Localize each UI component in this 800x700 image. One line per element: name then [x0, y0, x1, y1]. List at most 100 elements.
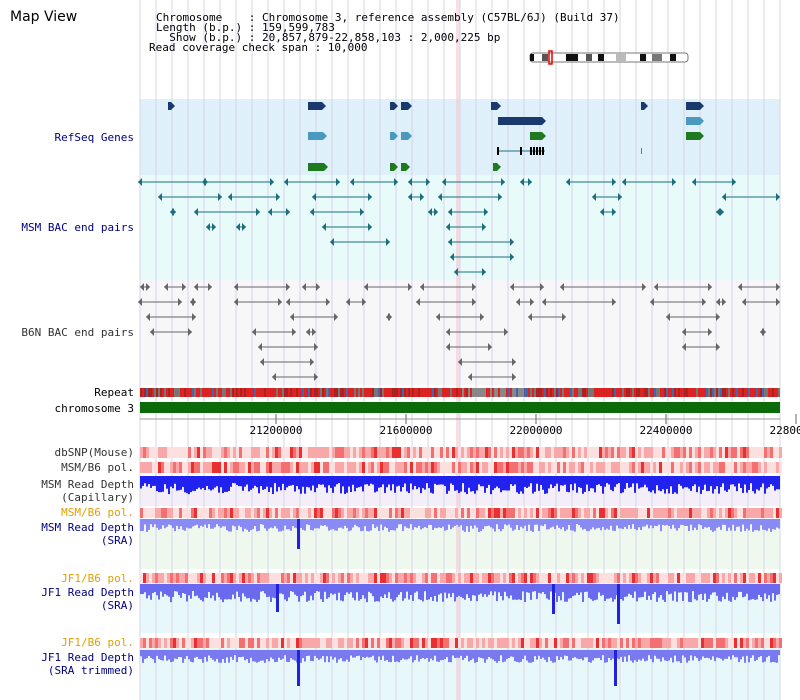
dbsnp-cell: [635, 447, 638, 458]
dbsnp-cell: [440, 447, 443, 458]
msm-sra-depth: [662, 519, 664, 525]
end-marker: [540, 283, 544, 291]
jf1-pol2-cell: [362, 638, 365, 648]
msm-cap-depth: [706, 476, 708, 492]
jf1-sra-depth: [636, 584, 638, 602]
jf1-sra-depth: [562, 584, 564, 593]
jf1-sra-depth: [268, 584, 270, 597]
jf1-sra-depth: [724, 584, 726, 600]
repeat-element: [482, 388, 484, 397]
msm-sra-depth: [230, 519, 232, 532]
jf1-trim-depth: [572, 650, 574, 658]
dbsnp-cell: [260, 447, 263, 458]
jf1-sra-depth: [628, 584, 630, 594]
jf1-pol-cell: [623, 573, 626, 583]
msm-pol-cell: [431, 462, 434, 473]
jf1-sra-depth: [694, 584, 696, 600]
track-label-jf1-pol-2[interactable]: JF1/B6 pol.: [61, 636, 134, 649]
gene-block: [168, 102, 171, 110]
jf1-trim-depth: [420, 650, 422, 659]
msm-pol-cell: [236, 462, 239, 473]
repeat-element: [272, 388, 274, 397]
track-label-refseq[interactable]: RefSeq Genes: [54, 131, 134, 144]
jf1-trim-depth: [186, 650, 188, 657]
msm-cap-depth: [652, 476, 654, 491]
msm-sra-depth: [390, 519, 392, 531]
jf1-trim-depth: [498, 650, 500, 662]
msm-sra-depth: [658, 519, 660, 525]
jf1-pol-cell: [404, 573, 407, 583]
jf1-pol2-cell: [659, 638, 662, 648]
repeat-element: [406, 388, 408, 397]
msm-cap-depth: [484, 476, 486, 493]
repeat-element: [734, 388, 736, 397]
track-label-msm-pol-2[interactable]: MSM/B6 pol.: [61, 506, 134, 519]
ideogram-band: [652, 54, 662, 61]
jf1-trim-depth: [434, 650, 436, 656]
msm-sra-depth: [256, 519, 258, 532]
repeat-element: [472, 388, 474, 397]
dbsnp-cell: [542, 447, 545, 458]
msm-sra-depth: [594, 519, 596, 530]
track-label-jf1-depth-sra[interactable]: JF1 Read Depth (SRA): [41, 586, 134, 612]
msm-pol-cell: [587, 462, 590, 473]
track-label-jf1-depth-trimmed[interactable]: JF1 Read Depth (SRA trimmed): [41, 651, 134, 677]
jf1-pol-cell: [710, 573, 713, 583]
dbsnp-cell: [446, 447, 449, 458]
jf1-pol-cell: [545, 573, 548, 583]
dbsnp-cell: [482, 447, 485, 458]
msm-sra-depth: [760, 519, 762, 526]
jf1-sra-depth: [422, 584, 424, 602]
msm-sra-depth: [322, 519, 324, 526]
jf1-pol-cell: [212, 573, 215, 583]
msm-pol2-cell: [215, 508, 218, 518]
track-label-msm-bac[interactable]: MSM BAC end pairs: [21, 221, 134, 234]
msm-sra-depth: [706, 519, 708, 528]
jf1-trim-depth: [706, 650, 708, 658]
jf1-trim-depth: [238, 650, 240, 658]
jf1-sra-depth: [642, 584, 644, 597]
msm-cap-depth: [320, 476, 322, 485]
end-marker: [312, 193, 316, 201]
dbsnp-cell: [581, 447, 584, 458]
jf1-trim-depth: [720, 650, 722, 659]
track-label-msm-pol-1[interactable]: MSM/B6 pol.: [61, 461, 134, 474]
dbsnp-cell: [326, 447, 329, 458]
repeat-element: [596, 388, 598, 397]
jf1-pol2-cell: [221, 638, 224, 648]
jf1-sra-depth: [480, 584, 482, 594]
track-label-b6n-bac[interactable]: B6N BAC end pairs: [21, 326, 134, 339]
msm-pol2-cell: [140, 508, 143, 518]
jf1-sra-depth: [288, 584, 290, 598]
track-label-msm-depth-capillary[interactable]: MSM Read Depth (Capillary): [41, 478, 134, 504]
jf1-trim-depth: [278, 650, 280, 658]
track-label-jf1-pol-1[interactable]: JF1/B6 pol.: [61, 572, 134, 585]
msm-sra-depth: [626, 519, 628, 529]
msm-pol-cell: [248, 462, 251, 473]
end-marker: [682, 343, 686, 351]
end-marker: [310, 358, 314, 366]
jf1-pol-cell: [230, 573, 233, 583]
dbsnp-cell: [605, 447, 608, 458]
msm-sra-depth: [214, 519, 216, 528]
dbsnp-cell: [707, 447, 710, 458]
jf1-pol2-cell: [644, 638, 647, 648]
repeat-element: [364, 388, 366, 397]
dbsnp-cell: [299, 447, 302, 458]
jf1-pol2-cell: [227, 638, 230, 648]
jf1-pol2-cell: [158, 638, 161, 648]
jf1-pol2-cell: [593, 638, 596, 648]
end-marker: [708, 283, 712, 291]
msm-cap-depth: [550, 476, 552, 485]
msm-pol2-cell: [701, 508, 704, 518]
track-label-dbsnp[interactable]: dbSNP(Mouse): [54, 446, 134, 459]
msm-cap-depth: [552, 476, 554, 489]
track-label-msm-depth-sra[interactable]: MSM Read Depth (SRA): [41, 521, 134, 547]
msm-pol2-cell: [254, 508, 257, 518]
jf1-pol-cell: [602, 573, 605, 583]
msm-cap-depth: [762, 476, 764, 484]
end-marker: [472, 283, 476, 291]
jf1-trim-depth: [384, 650, 386, 661]
jf1-sra-depth: [656, 584, 658, 602]
jf1-sra-depth: [360, 584, 362, 600]
